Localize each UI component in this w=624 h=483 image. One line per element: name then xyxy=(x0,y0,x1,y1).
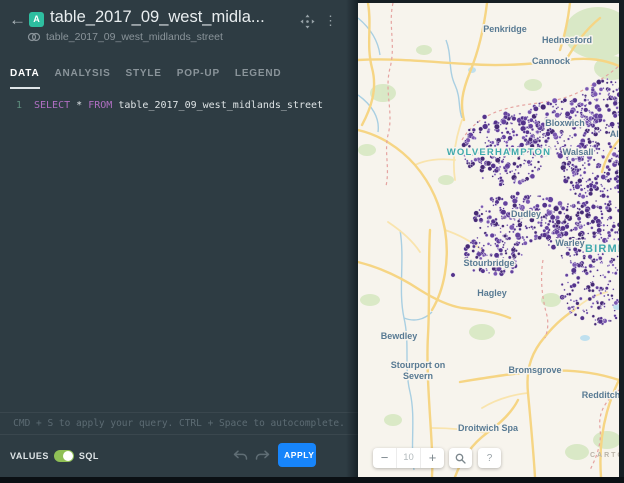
map-label-severn: Severn xyxy=(403,371,433,381)
shortcut-hint: CMD + S to apply your query. CTRL + Spac… xyxy=(0,412,358,435)
zoom-in-button[interactable]: + xyxy=(428,450,437,465)
map-label-dudley: Dudley xyxy=(511,209,541,219)
map-label-birmingham: BIRMINGHAM xyxy=(585,243,619,255)
county-boundary xyxy=(385,3,619,471)
map-label-redditch: Redditch xyxy=(582,390,619,400)
layer-edit-panel: ← A table_2017_09_west_midla... ⋮ table_… xyxy=(0,0,358,477)
back-button[interactable]: ← xyxy=(9,10,26,29)
dataset-link-icon xyxy=(27,32,41,42)
layer-header: ← A table_2017_09_west_midla... ⋮ table_… xyxy=(0,0,358,50)
basemap: Penkridge Hednesford Cannock Bloxwich Aldrid… xyxy=(358,3,619,477)
dataset-name: table_2017_09_west_midlands_street xyxy=(46,31,223,43)
zoom-control: − 10 + xyxy=(373,448,444,468)
undo-icon[interactable] xyxy=(233,449,248,462)
green-areas xyxy=(358,7,619,460)
sql-label: SQL xyxy=(78,450,99,461)
map-label-bromsgrove: Bromsgrove xyxy=(508,365,561,375)
map-label-bloxwich: Bloxwich xyxy=(545,118,585,128)
layer-badge: A xyxy=(29,12,44,27)
map-attribution: CARTO xyxy=(590,452,619,459)
map-label-cannock: Cannock xyxy=(532,56,571,66)
toggle-knob xyxy=(62,450,73,461)
redo-icon[interactable] xyxy=(255,449,270,462)
move-layer-icon[interactable] xyxy=(300,14,315,34)
map-search-button[interactable] xyxy=(449,448,472,468)
town-labels: Penkridge Hednesford Cannock Bloxwich Aldrid… xyxy=(379,23,619,435)
rivers xyxy=(358,17,463,471)
map-label-walsall: Walsall xyxy=(563,147,594,157)
panel-tabs: DATA ANALYSIS STYLE POP-UP LEGEND xyxy=(10,68,281,89)
apply-button[interactable]: APPLY xyxy=(278,443,316,467)
sql-editor[interactable]: 1 SELECT * FROM table_2017_09_west_midla… xyxy=(0,100,358,111)
layer-title: table_2017_09_west_midla... xyxy=(50,8,265,26)
map-help-button[interactable]: ? xyxy=(478,448,501,468)
map-canvas[interactable]: Penkridge Hednesford Cannock Bloxwich Aldrid… xyxy=(358,3,619,477)
kebab-menu-icon[interactable]: ⋮ xyxy=(324,13,337,28)
map-label-droitwich-spa: Droitwich Spa xyxy=(458,423,519,433)
sql-query-line: SELECT * FROM table_2017_09_west_midland… xyxy=(34,100,324,111)
panel-edge-shadow xyxy=(346,0,358,477)
map-label-wolverhampton: WOLVERHAMPTON xyxy=(447,147,551,158)
bottom-bar xyxy=(0,477,624,483)
map-label-warley: Warley xyxy=(555,238,584,248)
dataset-row: table_2017_09_west_midlands_street xyxy=(27,31,223,43)
tab-style[interactable]: STYLE xyxy=(125,68,162,79)
values-sql-toggle[interactable] xyxy=(53,449,74,462)
zoom-level: 10 xyxy=(396,448,421,468)
tab-data[interactable]: DATA xyxy=(10,68,40,89)
line-number: 1 xyxy=(15,100,22,111)
map-label-hagley: Hagley xyxy=(477,288,507,298)
search-icon xyxy=(455,453,466,464)
map-label-aldridge: Aldridge xyxy=(610,129,619,139)
crime-points-layer xyxy=(450,77,619,326)
map-label-penkridge: Penkridge xyxy=(483,24,527,34)
map-label-bewdley: Bewdley xyxy=(381,331,418,341)
tab-analysis[interactable]: ANALYSIS xyxy=(54,68,111,79)
zoom-out-button[interactable]: − xyxy=(380,450,389,465)
values-label: VALUES xyxy=(10,450,49,461)
tab-popup[interactable]: POP-UP xyxy=(176,68,220,79)
map-label-hednesford: Hednesford xyxy=(542,35,592,45)
tab-legend[interactable]: LEGEND xyxy=(234,68,282,79)
map-label-stourbridge: Stourbridge xyxy=(464,258,515,268)
city-labels: WOLVERHAMPTON BIRMINGHAM xyxy=(445,146,619,257)
map-label-stourport-on: Stourport on xyxy=(391,360,446,370)
panel-footer: VALUES SQL APPLY xyxy=(0,434,358,477)
